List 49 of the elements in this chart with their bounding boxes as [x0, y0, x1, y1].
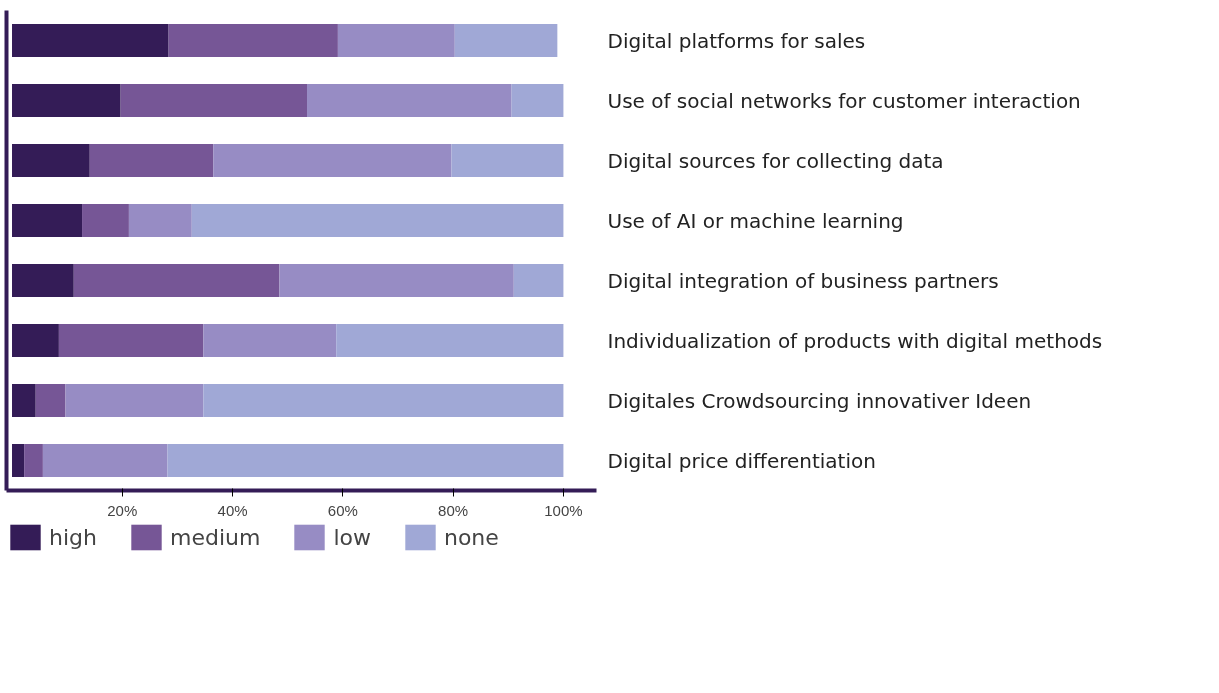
bar: [12, 24, 169, 57]
bar: [337, 24, 455, 57]
bar: [35, 384, 66, 417]
x-tick-label: 80%: [438, 501, 469, 519]
bar: [12, 204, 83, 237]
bar: [167, 444, 564, 477]
bar: [73, 264, 280, 297]
y-tick-label: Digital platforms for sales: [607, 28, 866, 53]
bar: [12, 384, 36, 417]
bar: [120, 84, 308, 117]
legend-label: low: [333, 524, 371, 550]
y-tick-label: Digital integration of business partners: [607, 268, 999, 293]
x-tick-label: 100%: [544, 501, 583, 519]
y-tick-label: Use of AI or machine learning: [607, 208, 904, 233]
bar: [454, 24, 558, 57]
x-tick-label: 20%: [107, 501, 138, 519]
y-tick-label: Digital price differentiation: [607, 448, 876, 473]
bar: [65, 384, 204, 417]
x-tick-label: 60%: [327, 501, 358, 519]
bar: [168, 24, 338, 57]
bar: [12, 144, 90, 177]
bar: [279, 264, 514, 297]
bar: [513, 264, 564, 297]
bar: [89, 144, 214, 177]
y-tick-label: Digitales Crowdsourcing innovativer Ideen: [607, 388, 1032, 413]
bar: [42, 444, 168, 477]
bar: [511, 84, 564, 117]
legend-label: none: [443, 524, 499, 550]
y-tick-label: Individualization of products with digital methods: [607, 328, 1103, 353]
bar: [12, 444, 25, 477]
bar: [12, 324, 59, 357]
bar: [451, 144, 564, 177]
bar: [203, 324, 337, 357]
bar: [58, 324, 204, 357]
legend-label: high: [49, 524, 97, 550]
y-tick-label: Digital sources for collecting data: [607, 148, 944, 173]
y-tick-label: Use of social networks for customer interaction: [607, 88, 1081, 113]
bar: [12, 264, 74, 297]
bar: [307, 84, 512, 117]
legend-label: medium: [169, 524, 261, 550]
x-tick-label: 40%: [217, 501, 248, 519]
bar: [213, 144, 452, 177]
bar: [128, 204, 192, 237]
bar: [336, 324, 564, 357]
bar: [82, 204, 129, 237]
bar: [12, 84, 121, 117]
bar: [191, 204, 564, 237]
bar: [24, 444, 43, 477]
bar: [203, 384, 564, 417]
